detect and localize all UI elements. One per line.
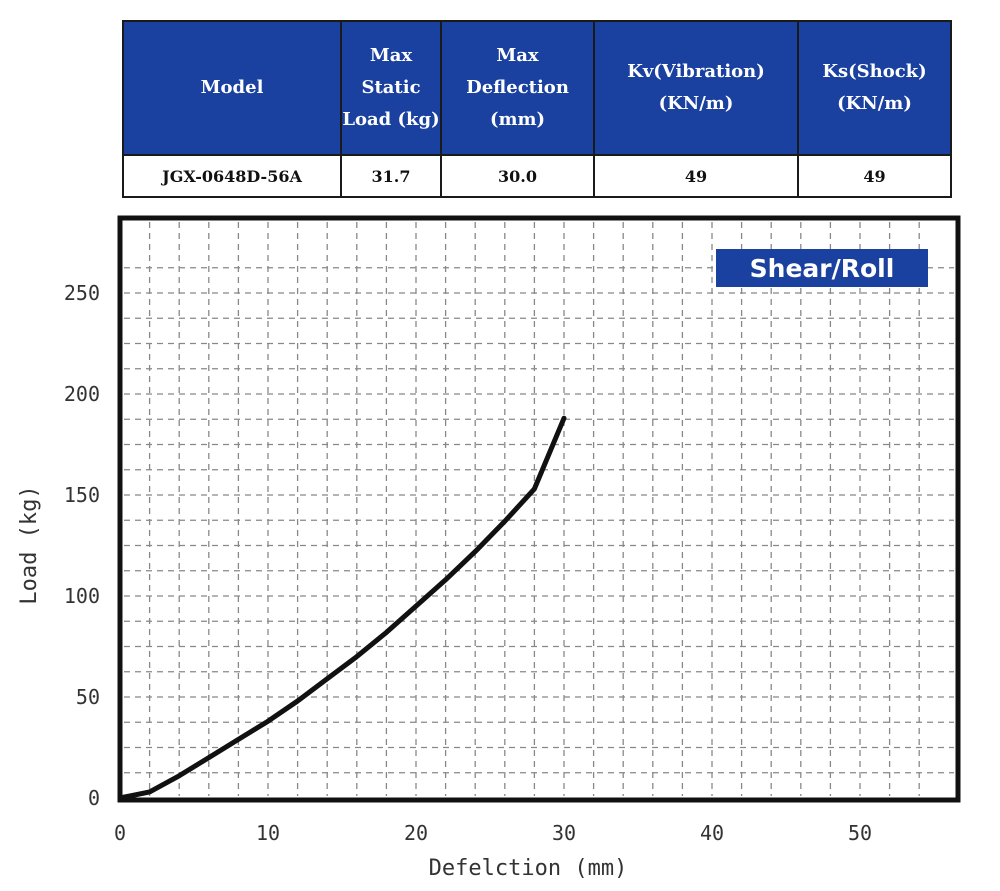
x-tick-label: 30 [552,821,576,845]
y-tick-label: 200 [64,382,100,406]
grid [124,222,954,796]
series-line [117,415,567,801]
cell-ks-shock: 49 [797,154,952,198]
header-kv-vibration: Kv(Vibration) (KN/m) [593,20,799,156]
x-tick-labels: 0 10 20 30 40 50 [114,821,872,845]
cell-max-deflection: 30.0 [440,154,595,198]
y-tick-label: 0 [88,786,100,810]
y-tick-label: 250 [64,281,100,305]
y-tick-label: 100 [64,584,100,608]
x-axis-label: Defelction (mm) [429,856,628,881]
x-tick-label: 50 [848,821,872,845]
y-tick-labels: 0 50 100 150 200 250 [64,281,100,810]
x-tick-label: 10 [256,821,280,845]
header-ks-shock: Ks(Shock) (KN/m) [797,20,952,156]
badge-box [716,249,928,287]
table-header-row: Model Max Static Load (kg) Max Deflectio… [122,20,952,156]
plot-frame [117,215,961,803]
series-badge: Shear/Roll [716,249,928,287]
y-axis-label: Load (kg) [17,485,42,604]
x-tick-label: 0 [114,821,126,845]
header-max-static-load: Max Static Load (kg) [340,20,442,156]
table-row: JGX-0648D-56A 31.7 30.0 49 49 [122,154,952,198]
header-max-deflection: Max Deflection (mm) [440,20,595,156]
x-tick-label: 20 [404,821,428,845]
cell-kv-vibration: 49 [593,154,799,198]
cell-model: JGX-0648D-56A [122,154,342,198]
y-tick-label: 150 [64,483,100,507]
y-tick-label: 50 [76,685,100,709]
x-tick-label: 40 [700,821,724,845]
header-model: Model [122,20,342,156]
cell-max-static-load: 31.7 [340,154,442,198]
spec-table: Model Max Static Load (kg) Max Deflectio… [122,20,952,198]
badge-label: Shear/Roll [750,254,895,283]
